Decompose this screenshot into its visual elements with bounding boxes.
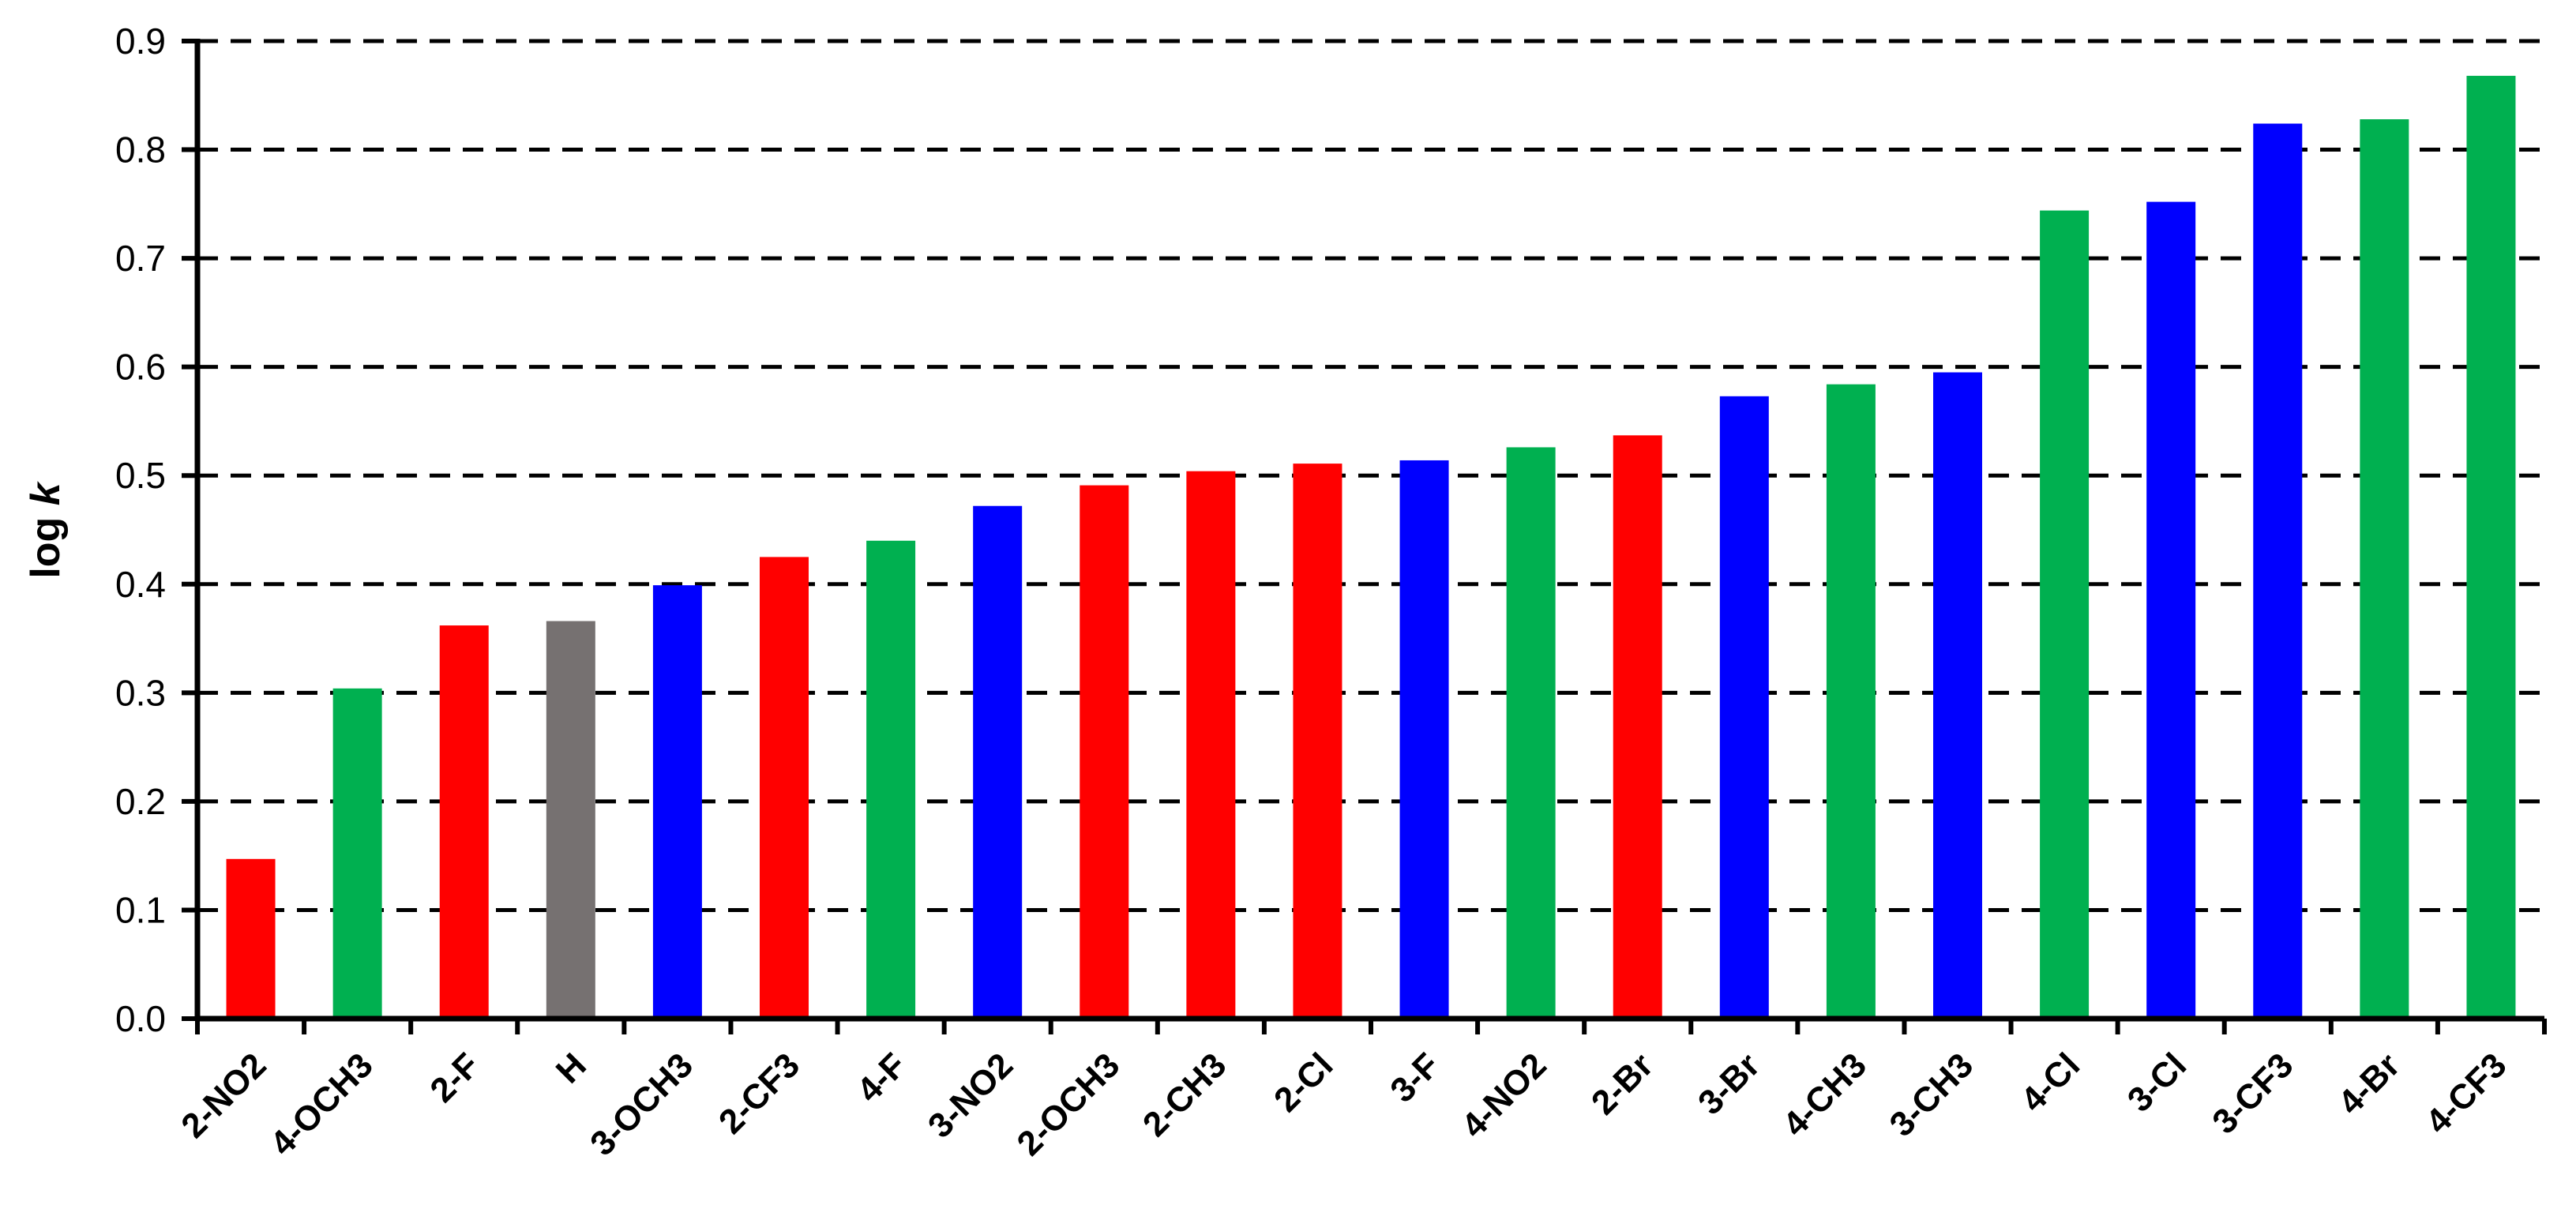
bar-4-f (866, 540, 916, 1019)
y-tick-label: 0.1 (115, 889, 166, 930)
x-tick-label: 3-Cl (2120, 1045, 2194, 1119)
bar-4-br (2360, 119, 2409, 1019)
x-tick-label: 3-Br (1691, 1045, 1767, 1122)
bar-4-cl (2040, 210, 2090, 1019)
y-tick-label: 0.8 (115, 130, 166, 171)
y-tick-label: 0.7 (115, 238, 166, 279)
x-tick-label: 2-NO2 (174, 1045, 273, 1145)
bars (226, 76, 2516, 1019)
x-tick-label: 4-F (850, 1045, 914, 1109)
bar-4-cf3 (2466, 76, 2516, 1019)
y-axis-title: log k (23, 480, 69, 578)
bar-h (546, 621, 595, 1019)
x-tick-label: 3-F (1383, 1045, 1447, 1109)
x-tick-label: 4-CF3 (2418, 1045, 2514, 1141)
x-tick-label: 2-Cl (1267, 1045, 1340, 1119)
bar-3-cf3 (2253, 123, 2303, 1019)
axes (182, 39, 2547, 1034)
bar-2-f (439, 625, 489, 1019)
y-tick-label: 0.4 (115, 564, 166, 605)
bar-2-ch3 (1186, 471, 1236, 1019)
x-tick-label: 2-CF3 (712, 1045, 807, 1141)
bar-2-cl (1293, 464, 1342, 1019)
bar-3-cl (2146, 201, 2196, 1019)
x-tick-label: 4-Br (2331, 1045, 2408, 1122)
bar-3-f (1399, 460, 1449, 1019)
x-tick-label: 4-NO2 (1454, 1045, 1553, 1145)
x-tick-label: 2-Br (1584, 1045, 1661, 1122)
bar-3-br (1719, 396, 1769, 1019)
y-tick-label: 0.6 (115, 347, 166, 388)
x-tick-label: 3-OCH3 (583, 1045, 700, 1163)
bar-4-och3 (332, 688, 382, 1019)
bar-2-br (1613, 435, 1662, 1019)
bar-2-no2 (226, 858, 276, 1019)
x-tick-label: 2-F (422, 1045, 486, 1109)
x-tick-label: 3-NO2 (921, 1045, 1020, 1145)
bar-3-ch3 (1933, 372, 1982, 1019)
y-tick-label: 0.2 (115, 781, 166, 822)
bar-2-cf3 (760, 557, 809, 1019)
bar-4-no2 (1506, 447, 1556, 1019)
x-tick-label: 4-Cl (2014, 1045, 2087, 1119)
x-tick-label: 4-CH3 (1775, 1045, 1874, 1144)
bar-3-och3 (652, 585, 702, 1019)
x-tick-label: 3-CH3 (1883, 1045, 1981, 1144)
x-tick-label: 2-OCH3 (1010, 1045, 1128, 1163)
x-tick-label: 4-OCH3 (263, 1045, 381, 1163)
x-tick-label: 2-CH3 (1136, 1045, 1234, 1144)
y-tick-label: 0.3 (115, 672, 166, 713)
y-tick-label: 0.0 (115, 998, 166, 1039)
x-tick-label: H (549, 1045, 594, 1090)
y-tick-labels: 0.0 0.1 0.2 0.3 0.4 0.5 0.6 0.7 0.8 0.9 (115, 21, 166, 1039)
x-tick-label: 3-CF3 (2205, 1045, 2300, 1141)
y-tick-label: 0.5 (115, 455, 166, 496)
bar-3-no2 (973, 505, 1023, 1019)
bar-4-ch3 (1826, 384, 1876, 1019)
bar-2-och3 (1080, 485, 1129, 1019)
gridlines (197, 39, 2544, 912)
y-tick-label: 0.9 (115, 21, 166, 62)
